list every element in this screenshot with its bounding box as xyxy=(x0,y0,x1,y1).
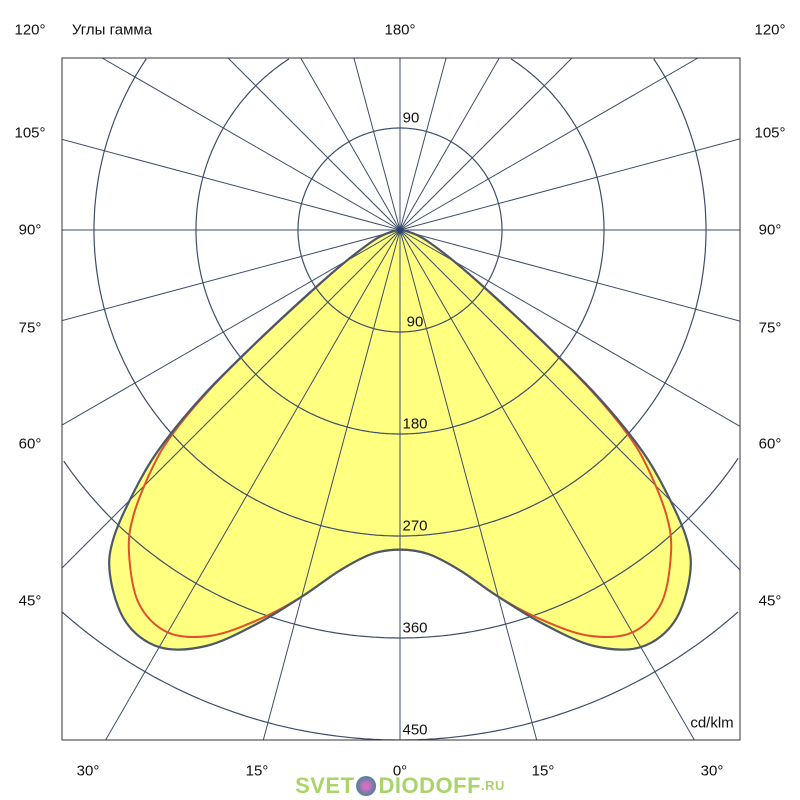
unit-label: cd/klm xyxy=(690,714,734,732)
grid-spoke-210 xyxy=(300,58,401,231)
angle-label-right-90: 90° xyxy=(758,221,782,239)
angle-label-left-105: 105° xyxy=(14,124,46,142)
logo-led-icon xyxy=(356,776,377,796)
grid xyxy=(62,58,740,740)
plot-frame xyxy=(61,57,741,741)
grid-spoke-195 xyxy=(353,58,401,231)
grid-spoke-75 xyxy=(399,229,740,322)
grid-ring-270 xyxy=(93,58,707,537)
logo-text-ru: .RU xyxy=(481,778,505,793)
grid-spoke-225 xyxy=(227,58,401,231)
grid-spoke-255 xyxy=(62,138,401,231)
angle-label-bottom-0: 0° xyxy=(392,762,408,780)
grid-spoke-15 xyxy=(399,229,538,740)
grid-spoke-30 xyxy=(399,229,695,740)
angle-label-bottom-15-right: 15° xyxy=(531,762,555,780)
center-point xyxy=(397,227,403,233)
grid-spoke-150 xyxy=(399,58,500,231)
grid-ring-360 xyxy=(63,457,739,639)
angle-label-bottom-15-left: 15° xyxy=(245,762,269,780)
series-line-C0-C180 xyxy=(108,228,692,651)
logo-text-svet: SVET xyxy=(295,773,355,798)
grid-spoke-315 xyxy=(62,229,401,569)
grid-spoke-285 xyxy=(62,229,401,322)
grid-spoke-330 xyxy=(105,229,401,740)
angle-label-right-45: 45° xyxy=(758,592,782,610)
angle-label-left-90: 90° xyxy=(18,221,42,239)
grid-spoke-45 xyxy=(399,229,740,571)
logo-text-diodoff: DIODOFF xyxy=(378,773,482,798)
angle-label-bottom-30-right: 30° xyxy=(700,762,724,780)
angle-label-right-105: 105° xyxy=(754,124,786,142)
grid-ring-450 xyxy=(62,611,739,740)
grid-ring-180 xyxy=(195,58,605,435)
angle-label-top-180: 180° xyxy=(384,21,416,39)
ring-label-270: 270 xyxy=(402,517,428,535)
grid-spoke-105 xyxy=(399,138,740,231)
angle-label-right-75: 75° xyxy=(758,319,782,337)
angle-label-left-120: 120° xyxy=(14,21,46,39)
angle-label-left-60: 60° xyxy=(18,435,42,453)
angle-label-bottom-30-left: 30° xyxy=(76,762,100,780)
grid-spoke-135 xyxy=(399,58,573,231)
top-ring-label: 90 xyxy=(402,109,420,127)
ring-label-360: 360 xyxy=(402,619,428,637)
angle-label-right-120: 120° xyxy=(754,21,786,39)
angle-label-left-75: 75° xyxy=(18,319,42,337)
ring-label-450: 450 xyxy=(402,721,428,739)
grid-spoke-240 xyxy=(101,58,401,231)
watermark-logo: SVET DIODOFF .RU xyxy=(295,774,505,798)
series-lines xyxy=(108,227,692,651)
ring-label-90: 90 xyxy=(406,313,424,331)
ring-label-180: 180 xyxy=(402,415,428,433)
grid-spoke-120 xyxy=(399,58,699,231)
chart-title: Углы гамма xyxy=(71,21,153,39)
angle-label-right-60: 60° xyxy=(758,435,782,453)
angle-label-left-45: 45° xyxy=(18,592,42,610)
grid-spoke-345 xyxy=(262,229,401,740)
grid-spoke-165 xyxy=(399,58,447,231)
